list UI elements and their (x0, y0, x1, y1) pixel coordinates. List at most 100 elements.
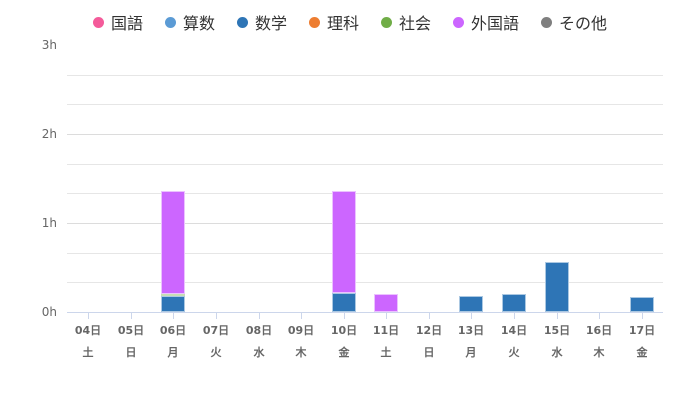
bar-07日(火)[interactable] (204, 45, 228, 312)
bar-16日(木)[interactable] (587, 45, 611, 312)
x-tick (386, 313, 387, 319)
x-label-date: 16日 (585, 324, 613, 337)
legend-item-4[interactable]: 社会 (381, 10, 431, 34)
x-label-weekday: 日 (423, 346, 435, 359)
x-label-weekday: 土 (380, 346, 392, 359)
bar-segment-数学[interactable] (630, 296, 654, 312)
bar-05日(日)[interactable] (119, 45, 143, 312)
x-label-date: 14日 (500, 324, 528, 337)
x-tick (344, 313, 345, 319)
x-label-date: 08日 (245, 324, 273, 337)
gridline (67, 134, 663, 135)
x-tick (216, 313, 217, 319)
gridline (67, 223, 663, 224)
bar-11日(土)[interactable] (374, 45, 398, 312)
x-label-weekday: 火 (508, 346, 520, 359)
bar-segment-数学[interactable] (332, 293, 356, 312)
legend-label: 理科 (326, 14, 359, 33)
bar-segment-数学[interactable] (502, 294, 526, 312)
x-label-date: 04日 (74, 324, 102, 337)
bar-17日(金)[interactable] (630, 45, 654, 312)
x-tick (173, 313, 174, 319)
y-label-1h: 1h (41, 216, 57, 230)
bar-15日(水)[interactable] (545, 45, 569, 312)
legend-dot-icon (381, 16, 392, 28)
legend-dot-icon (92, 16, 104, 28)
x-tick (642, 313, 643, 319)
x-label-date: 12日 (415, 324, 443, 337)
legend-item-3[interactable]: 理科 (308, 10, 359, 34)
gridline (67, 164, 663, 165)
x-label-weekday: 日 (125, 346, 137, 359)
gridline (67, 282, 663, 283)
x-label-weekday: 木 (593, 346, 605, 359)
gridline (67, 253, 663, 254)
bar-13日(月)[interactable] (459, 45, 483, 312)
legend-dot-icon (236, 16, 248, 28)
x-tick (259, 313, 260, 319)
bar-14日(火)[interactable] (502, 45, 526, 312)
x-axis-line (67, 312, 663, 313)
x-label-weekday: 金 (636, 346, 648, 359)
legend-label: 国語 (110, 14, 143, 33)
x-label-weekday: 土 (82, 346, 94, 359)
x-label-date: 07日 (202, 324, 230, 337)
x-tick (599, 313, 600, 319)
bar-09日(木)[interactable] (289, 45, 313, 312)
x-tick (429, 313, 430, 319)
x-label-date: 13日 (457, 324, 485, 337)
chart-legend: 国語 算数 数学 理科 社会 外国語 その他 (0, 10, 700, 34)
x-label-date: 10日 (330, 324, 358, 337)
legend-item-2[interactable]: 数学 (236, 10, 287, 34)
legend-dot-icon (308, 16, 320, 28)
legend-label: 外国語 (471, 14, 520, 33)
legend-dot-icon (164, 16, 176, 28)
bar-segment-社会[interactable] (161, 294, 185, 297)
gridline (67, 75, 663, 76)
plot-area (67, 45, 663, 313)
legend-item-5[interactable]: 外国語 (453, 10, 519, 34)
x-tick (471, 313, 472, 319)
x-label-weekday: 木 (295, 346, 307, 359)
x-label-weekday: 月 (167, 346, 179, 359)
x-tick (514, 313, 515, 319)
gridline (67, 104, 663, 105)
x-label-weekday: 金 (338, 346, 350, 359)
legend-dot-icon (541, 16, 553, 28)
x-label-date: 09日 (287, 324, 315, 337)
legend-dot-icon (453, 16, 465, 28)
bar-08日(水)[interactable] (247, 45, 271, 312)
x-label-weekday: 水 (551, 346, 563, 359)
x-label-date: 11日 (372, 324, 400, 337)
x-tick (131, 313, 132, 319)
x-label-weekday: 水 (253, 346, 265, 359)
legend-label: 算数 (182, 14, 215, 33)
x-tick (301, 313, 302, 319)
x-tick (88, 313, 89, 319)
x-label-date: 15日 (543, 324, 571, 337)
gridline (67, 193, 663, 194)
bar-segment-外国語[interactable] (374, 294, 398, 312)
y-label-3h: 3h (41, 38, 57, 52)
legend-item-6[interactable]: その他 (541, 10, 607, 34)
bar-segment-外国語[interactable] (161, 190, 185, 295)
x-label-date: 05日 (117, 324, 145, 337)
bar-04日(土)[interactable] (76, 45, 100, 312)
bar-segment-数学[interactable] (161, 295, 185, 312)
bar-segment-数学[interactable] (459, 295, 483, 312)
bar-06日(月)[interactable] (161, 45, 185, 312)
bar-12日(日)[interactable] (417, 45, 441, 312)
legend-label: その他 (559, 14, 608, 33)
x-label-date: 06日 (159, 324, 187, 337)
bar-segment-数学[interactable] (545, 262, 569, 312)
x-tick (557, 313, 558, 319)
y-label-2h: 2h (41, 127, 57, 141)
legend-label: 数学 (254, 14, 287, 33)
bar-10日(金)[interactable] (332, 45, 356, 312)
legend-item-0[interactable]: 国語 (92, 10, 143, 34)
x-label-weekday: 月 (465, 346, 477, 359)
bar-segment-外国語[interactable] (332, 190, 356, 294)
x-label-date: 17日 (628, 324, 656, 337)
y-label-0h: 0h (41, 305, 57, 319)
legend-item-1[interactable]: 算数 (164, 10, 215, 34)
